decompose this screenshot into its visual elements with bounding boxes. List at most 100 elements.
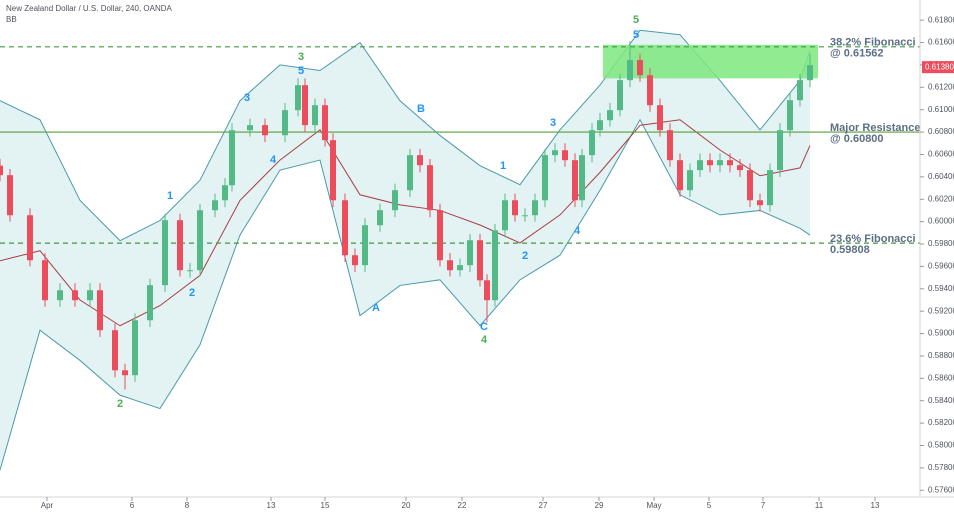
x-tick-label: 7 [761, 501, 766, 510]
candle-body [42, 260, 48, 301]
candle-body [687, 170, 693, 191]
candle-body [262, 125, 268, 136]
candle-body [187, 270, 193, 272]
candle-body [562, 150, 568, 161]
wave-label: 4 [574, 225, 581, 237]
candle-body [532, 200, 538, 216]
wave-label: 5 [633, 29, 639, 41]
wave-label: 3 [298, 51, 304, 63]
wave-label: 3 [244, 92, 250, 104]
candle-body [177, 220, 183, 271]
candle-body [132, 320, 138, 376]
indicator-name: BB [6, 15, 17, 24]
x-tick-label: 20 [402, 501, 411, 510]
candle-body [342, 200, 348, 256]
candle-body [377, 210, 383, 226]
candle-body [222, 185, 228, 201]
candle-body [477, 240, 483, 281]
candle-body [322, 105, 328, 141]
candle-body [717, 160, 723, 166]
wave-label: 1 [500, 160, 506, 172]
wave-label: 4 [481, 334, 488, 346]
candle-body [627, 60, 633, 81]
wave-label: 2 [522, 250, 528, 262]
candle-body [97, 290, 103, 331]
level-label: @ 0.60800 [830, 133, 884, 145]
y-tick-label: 0.60800 [928, 127, 954, 136]
candle-body [312, 105, 318, 126]
candle-body [122, 370, 128, 376]
candle-body [212, 200, 218, 211]
candle-body [597, 120, 603, 131]
wave-label: A [372, 302, 380, 314]
candle-body [697, 160, 703, 171]
candle-body [657, 105, 663, 131]
candle-body [87, 290, 93, 301]
candle-body [797, 80, 803, 101]
wave-label: 3 [550, 117, 556, 129]
candle-body [607, 110, 613, 121]
band-middle [0, 119, 811, 327]
x-tick-label: 29 [595, 501, 604, 510]
candle-body [647, 75, 653, 106]
candle-body [787, 100, 793, 131]
candle-body [617, 80, 623, 111]
x-tick-label: 5 [707, 501, 712, 510]
wave-label: 5 [633, 14, 639, 26]
level-label: 38.2% Fibonacci [830, 37, 916, 49]
candle-body [807, 65, 813, 81]
x-tick-label: 6 [130, 501, 135, 510]
x-tick-label: 22 [458, 501, 467, 510]
candle-body [667, 130, 673, 161]
candle-body [457, 265, 463, 271]
candle-body [417, 155, 423, 166]
band-fill [0, 30, 810, 471]
x-tick-label: May [646, 501, 661, 510]
candle-body [197, 210, 203, 271]
candle-body [542, 155, 548, 201]
candle-body [147, 285, 153, 321]
candle-body [437, 210, 443, 261]
x-tick-label: 13 [871, 501, 880, 510]
candle-body [512, 200, 518, 216]
candle-body [362, 225, 368, 266]
candle-body [552, 150, 558, 156]
candle-body [747, 170, 753, 201]
candle-body [502, 200, 508, 231]
candle-body [27, 215, 33, 261]
candle-body [330, 140, 336, 201]
candle-body [447, 260, 453, 271]
candle-body [407, 155, 413, 191]
candle-body [579, 155, 585, 201]
candle-body [7, 175, 13, 216]
candle-body [302, 85, 308, 126]
candle-body [637, 60, 643, 76]
candle-body [229, 130, 235, 186]
candle-body [777, 130, 783, 171]
x-tick-label: 27 [539, 501, 548, 510]
candle-body [492, 230, 498, 301]
candle-body [57, 290, 63, 301]
band-lower [0, 118, 811, 471]
candle-body [295, 85, 301, 111]
candle-body [72, 290, 78, 301]
wave-label: B [417, 103, 425, 115]
price-tag-label: 0.61380 [925, 62, 954, 71]
wave-label: 2 [189, 287, 195, 299]
candle-body [427, 165, 433, 211]
candle-body [112, 330, 118, 371]
level-label: 23.6% Fibonacci [830, 233, 916, 245]
